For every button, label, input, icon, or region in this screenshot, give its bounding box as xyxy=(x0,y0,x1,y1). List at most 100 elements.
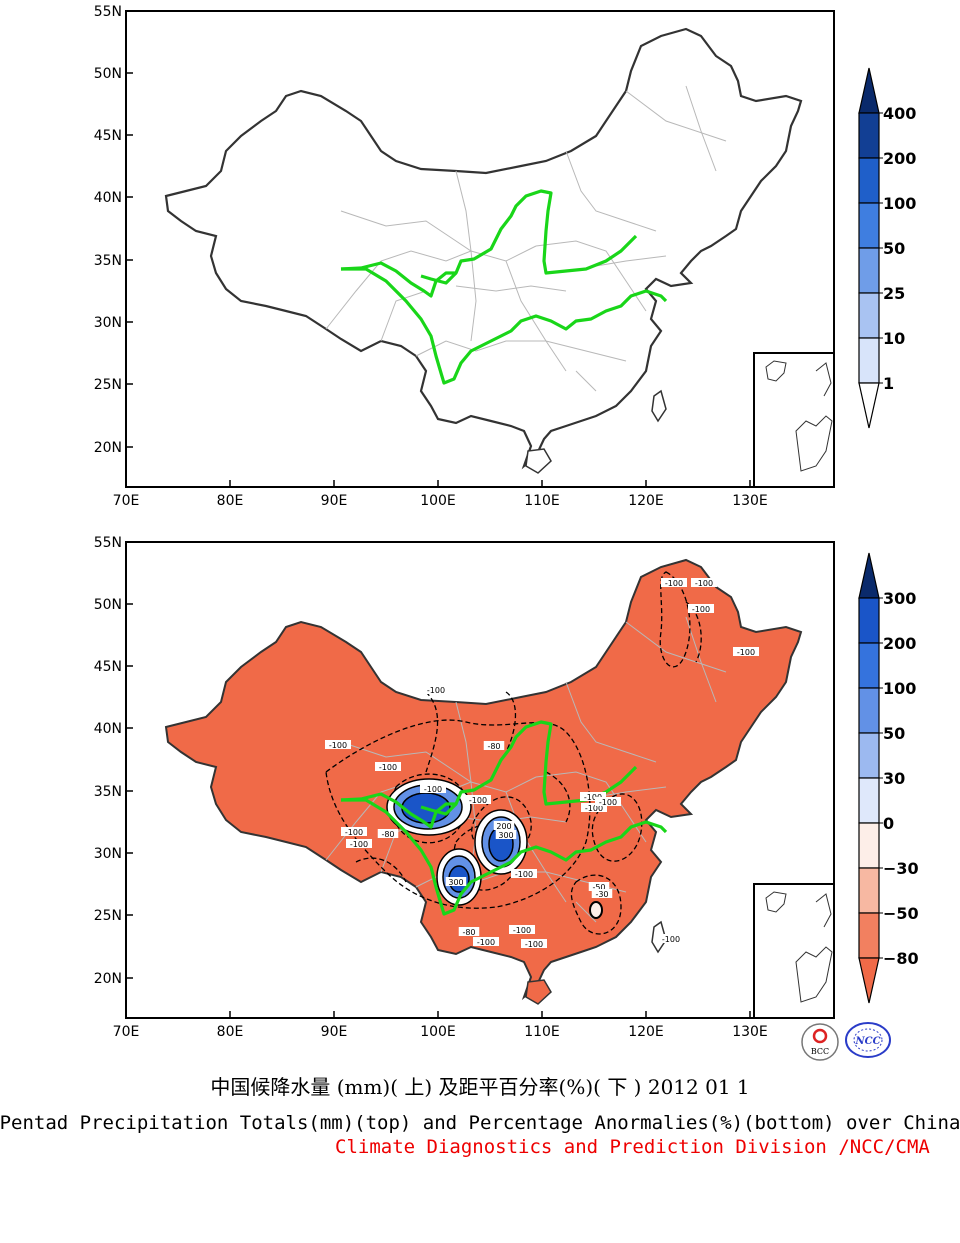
colorbar-label: −50 xyxy=(883,904,919,923)
contour-label-bg xyxy=(458,927,480,936)
contour-label-bg xyxy=(420,784,446,793)
contour-label: -100 xyxy=(695,579,713,588)
south-china-sea-inset xyxy=(753,352,835,488)
contour-label: -100 xyxy=(345,828,363,837)
contour-labels: -100-100-100-100 -100-100-80-100-100 -80-1… xyxy=(325,578,759,949)
top-map-panel: 55N 50N 45N 40N 35N 30N 25N 20N 70E 80E 90E 100E 110… xyxy=(94,4,835,509)
contour-label-bg xyxy=(588,882,610,891)
colorbar-swatch xyxy=(858,202,880,249)
bottom-map-panel: -100-100-100-100 -100-100-80-100-100 -80-1… xyxy=(94,535,835,1040)
bottom-lon-label: 130E xyxy=(732,1024,768,1040)
bottom-lat-label: 50N xyxy=(94,597,122,613)
contour-label: -100 xyxy=(469,796,487,805)
bottom-lon-label: 110E xyxy=(524,1024,560,1040)
top-colorbar: 400 200 100 50 25 10 1 xyxy=(858,67,916,429)
colorbar-swatch xyxy=(858,337,880,384)
colorbar-cap-top xyxy=(858,552,880,599)
contour-label-bg xyxy=(493,821,515,830)
ncc-logo-text: NCC xyxy=(854,1036,880,1047)
colorbar-label: 200 xyxy=(883,149,916,168)
contour-label: -100 xyxy=(424,785,442,794)
colorbar-cap-bottom xyxy=(858,382,880,429)
colorbar-swatch xyxy=(858,642,880,689)
chinese-title: 中国候降水量 (mm)( 上) 及距平百分率(%)( 下 ) 2012 01 1 xyxy=(210,1075,750,1099)
colorbar-label: 100 xyxy=(883,194,916,213)
colorbar-swatch xyxy=(858,157,880,204)
colorbar-swatch xyxy=(858,112,880,159)
top-axis-ticks: 55N 50N 45N 40N 35N 30N 25N 20N 70E 80E 90E 100E 110… xyxy=(94,4,768,509)
colorbar-label: 50 xyxy=(883,724,905,743)
contour-label: -100 xyxy=(692,605,710,614)
top-lat-label: 40N xyxy=(94,190,122,206)
colorbar-label: 200 xyxy=(883,634,916,653)
top-lon-label: 80E xyxy=(217,493,244,509)
contour-label-bg xyxy=(377,829,399,838)
contour-label: -100 xyxy=(477,938,495,947)
top-lat-label: 55N xyxy=(94,4,122,20)
bcc-logo: BCC xyxy=(801,1023,839,1061)
bottom-lon-label: 120E xyxy=(628,1024,664,1040)
top-lon-label: 90E xyxy=(321,493,348,509)
bottom-lat-label: 45N xyxy=(94,659,122,675)
contour-label-bg xyxy=(465,795,491,804)
contour-label-bg xyxy=(688,604,714,613)
top-lat-label: 50N xyxy=(94,66,122,82)
contour-label: -100 xyxy=(585,804,603,813)
colorbar-swatch xyxy=(858,912,880,959)
ncc-logo: NCC xyxy=(845,1022,891,1058)
top-lat-label: 20N xyxy=(94,440,122,456)
contour-label: -100 xyxy=(662,935,680,944)
colorbar-label: −30 xyxy=(883,859,919,878)
colorbar-swatch xyxy=(858,247,880,294)
contour-label-bg xyxy=(445,877,467,886)
top-lon-label: 70E xyxy=(113,493,140,509)
english-title: Pentad Precipitation Totals(mm)(top) and… xyxy=(0,1112,960,1134)
contour-label-bg xyxy=(658,934,684,943)
colorbar-cap-bottom xyxy=(858,957,880,1004)
colorbar-label: 50 xyxy=(883,239,905,258)
bottom-lon-label: 70E xyxy=(113,1024,140,1040)
contour-label-bg xyxy=(483,741,505,750)
contour-label-bg xyxy=(591,889,613,898)
credit-line: Climate Diagnostics and Prediction Divis… xyxy=(335,1136,930,1158)
contour-label-bg xyxy=(341,827,367,836)
top-map-frame xyxy=(125,10,835,488)
contour-label: -100 xyxy=(515,870,533,879)
bottom-lat-label: 25N xyxy=(94,908,122,924)
bottom-axis-ticks: 55N 50N 45N 40N 35N 30N 25N 20N 70E 80E 90E 100E 110… xyxy=(94,535,768,1040)
top-lon-label: 110E xyxy=(524,493,560,509)
south-china-sea-inset-bottom xyxy=(753,883,835,1019)
bottom-lon-label: 80E xyxy=(217,1024,244,1040)
top-lat-label: 25N xyxy=(94,377,122,393)
bottom-lat-label: 30N xyxy=(94,846,122,862)
top-lon-label: 130E xyxy=(732,493,768,509)
contour-label: -100 xyxy=(350,840,368,849)
contour-label: 300 xyxy=(448,878,463,887)
bottom-lat-label: 40N xyxy=(94,721,122,737)
colorbar-label: 0 xyxy=(883,814,894,833)
contour-label-bg xyxy=(375,762,401,771)
colorbar-label: 100 xyxy=(883,679,916,698)
contour-label-bg xyxy=(325,740,351,749)
contour-label: -100 xyxy=(665,579,683,588)
contour-label-bg xyxy=(521,939,547,948)
contour-label: -100 xyxy=(599,798,617,807)
contour-label-bg xyxy=(581,803,607,812)
contour-label-bg xyxy=(580,792,606,801)
contour-label: -100 xyxy=(525,940,543,949)
colorbar-label: 10 xyxy=(883,329,905,348)
contour-label-bg xyxy=(691,578,717,587)
top-lat-label: 30N xyxy=(94,315,122,331)
bottom-lat-label: 55N xyxy=(94,535,122,551)
contour-label: -80 xyxy=(487,742,500,751)
contour-label: -100 xyxy=(427,686,445,695)
colorbar-swatch xyxy=(858,777,880,824)
bottom-lat-label: 35N xyxy=(94,784,122,800)
colorbar-swatch xyxy=(858,687,880,734)
contour-label: 300 xyxy=(498,831,513,840)
contour-label-bg xyxy=(495,830,517,839)
contour-label-bg xyxy=(733,647,759,656)
colorbar-label: −80 xyxy=(883,949,919,968)
colorbar-cap-top xyxy=(858,67,880,114)
